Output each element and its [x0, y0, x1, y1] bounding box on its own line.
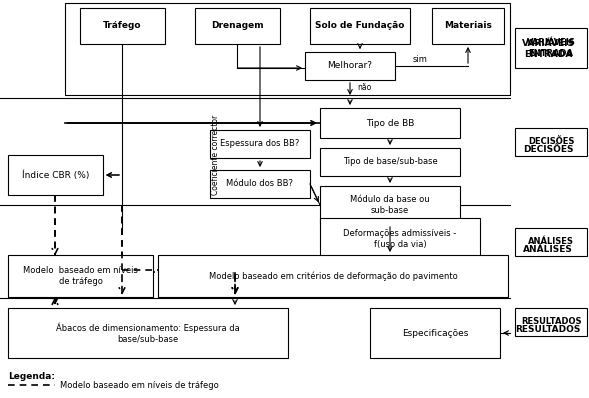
- Text: Materiais: Materiais: [444, 21, 492, 31]
- Bar: [8, 255, 153, 297]
- Bar: [210, 130, 310, 158]
- Bar: [65, 3, 510, 95]
- Bar: [195, 8, 280, 44]
- Bar: [305, 52, 395, 80]
- Text: Coeficiente corrector: Coeficiente corrector: [210, 115, 220, 195]
- Bar: [432, 8, 504, 44]
- Bar: [8, 155, 103, 195]
- Bar: [370, 308, 500, 358]
- Text: Legenda:: Legenda:: [8, 372, 55, 381]
- Text: DECISÕES: DECISÕES: [528, 137, 574, 146]
- Text: Modelo baseado em níveis de tráfego: Modelo baseado em níveis de tráfego: [60, 380, 219, 390]
- Text: Modelo baseado em critérios de deformação do pavimento: Modelo baseado em critérios de deformaçã…: [209, 271, 458, 281]
- Text: Módulo dos BB?: Módulo dos BB?: [227, 179, 293, 189]
- Text: Módulo da base ou
sub-base: Módulo da base ou sub-base: [350, 195, 430, 215]
- Text: ANÁLISES: ANÁLISES: [523, 246, 573, 254]
- Text: Melhorar?: Melhorar?: [327, 62, 372, 70]
- Text: Tipo de BB: Tipo de BB: [366, 119, 414, 127]
- Text: Deformações admissíveis -
f(uso da via): Deformações admissíveis - f(uso da via): [343, 229, 456, 249]
- Text: Drenagem: Drenagem: [211, 21, 264, 31]
- Bar: [158, 255, 508, 297]
- Text: RESULTADOS: RESULTADOS: [515, 326, 581, 334]
- Bar: [515, 228, 587, 256]
- Text: Tráfego: Tráfego: [103, 21, 142, 31]
- Bar: [8, 308, 288, 358]
- Text: Especificações: Especificações: [402, 328, 468, 338]
- Bar: [515, 28, 587, 68]
- Text: não: não: [357, 83, 371, 92]
- Text: DECISÕES: DECISÕES: [523, 146, 573, 154]
- Text: Tipo de base/sub-base: Tipo de base/sub-base: [343, 158, 438, 166]
- Bar: [210, 170, 310, 198]
- Text: sim: sim: [412, 55, 428, 64]
- Text: Ábacos de dimensionamento: Espessura da
base/sub-base: Ábacos de dimensionamento: Espessura da …: [56, 322, 240, 343]
- Bar: [515, 308, 587, 336]
- Bar: [320, 148, 460, 176]
- Text: Índice CBR (%): Índice CBR (%): [22, 170, 89, 180]
- Text: VARIÁVEIS
ENTRADA: VARIÁVEIS ENTRADA: [521, 39, 574, 59]
- Bar: [310, 8, 410, 44]
- Bar: [320, 218, 480, 260]
- Text: ANÁLISES: ANÁLISES: [528, 238, 574, 246]
- Bar: [80, 8, 165, 44]
- Bar: [320, 108, 460, 138]
- Text: VARIÁVEIS
ENTRADA: VARIÁVEIS ENTRADA: [527, 38, 575, 58]
- Bar: [515, 128, 587, 156]
- Text: RESULTADOS: RESULTADOS: [521, 318, 581, 326]
- Bar: [320, 186, 460, 224]
- Text: Solo de Fundação: Solo de Fundação: [315, 21, 405, 31]
- Text: Espessura dos BB?: Espessura dos BB?: [220, 140, 300, 148]
- Text: Modelo  baseado em níveis
de tráfego: Modelo baseado em níveis de tráfego: [23, 266, 138, 286]
